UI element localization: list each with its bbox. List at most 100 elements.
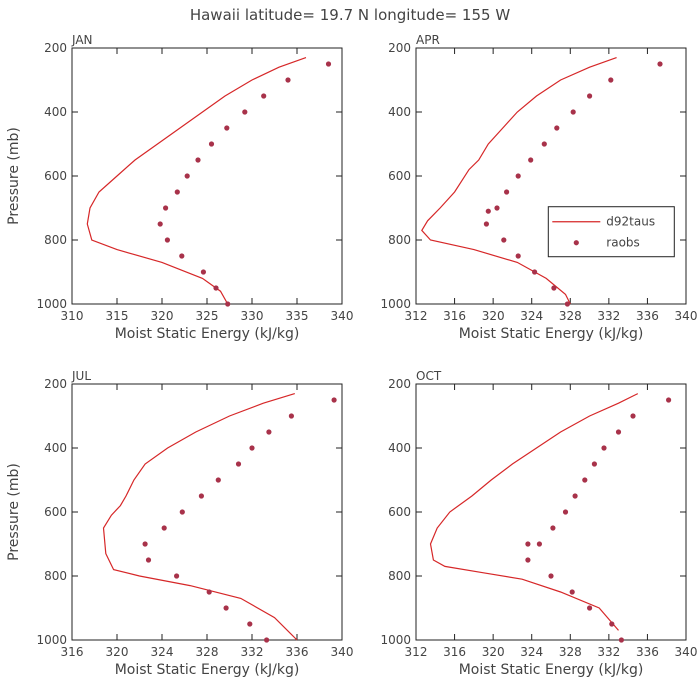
- data-point-raobs: [249, 445, 255, 451]
- x-tick-label: 324: [151, 645, 174, 659]
- data-point-raobs: [331, 397, 337, 403]
- y-tick-label: 1000: [380, 297, 411, 311]
- series-line-d92taus: [86, 57, 307, 305]
- data-point-raobs: [609, 621, 615, 627]
- data-point-raobs: [630, 413, 636, 419]
- x-tick-label: 332: [597, 309, 620, 323]
- x-tick-label: 328: [559, 309, 582, 323]
- data-point-raobs: [591, 461, 598, 467]
- data-point-raobs: [225, 301, 231, 307]
- legend-dot-swatch: [573, 240, 579, 246]
- data-point-raobs: [562, 509, 569, 515]
- data-point-raobs: [163, 205, 169, 211]
- panel-apr: APR 312 316 320 324 328 332 336 340 200 400 600 800 1…: [380, 33, 697, 342]
- x-tick-label: 312: [405, 645, 428, 659]
- x-tick-label: 324: [520, 309, 543, 323]
- data-point-raobs: [483, 221, 489, 227]
- panel-title: APR: [416, 33, 440, 47]
- x-tick-label: 335: [286, 309, 309, 323]
- legend: d92taus raobs: [547, 206, 675, 258]
- data-point-raobs: [601, 445, 607, 451]
- x-axis-label: Moist Static Energy (kJ/kg): [459, 326, 644, 342]
- panel-oct: OCT 312 316 320 324 328 332 336 340 200 400 600 800 1…: [380, 369, 697, 678]
- y-tick-label: 400: [44, 105, 67, 119]
- x-tick-label: 316: [61, 645, 84, 659]
- x-tick-label: 340: [331, 309, 354, 323]
- data-point-raobs: [494, 205, 500, 211]
- x-tick-label: 328: [559, 645, 582, 659]
- data-point-raobs: [174, 189, 180, 195]
- data-point-raobs: [564, 301, 571, 307]
- x-tick-label: 312: [405, 309, 428, 323]
- x-tick-label: 336: [286, 645, 309, 659]
- data-point-raobs: [570, 109, 576, 115]
- x-tick-label: 340: [675, 309, 698, 323]
- panel-title: OCT: [416, 369, 442, 383]
- x-tick-label: 336: [636, 645, 659, 659]
- data-point-raobs: [285, 77, 291, 83]
- x-tick-label: 336: [636, 309, 659, 323]
- data-point-raobs: [195, 157, 201, 163]
- data-point-raobs: [551, 285, 557, 291]
- data-point-raobs: [157, 221, 163, 227]
- x-tick-label: 328: [196, 645, 219, 659]
- x-tick-label: 316: [443, 645, 466, 659]
- data-point-raobs: [615, 429, 622, 435]
- x-axis-label: Moist Static Energy (kJ/kg): [115, 662, 300, 678]
- data-point-raobs: [266, 429, 272, 435]
- data-point-raobs: [569, 589, 575, 595]
- data-point-raobs: [198, 493, 204, 499]
- data-point-raobs: [179, 509, 185, 515]
- data-point-raobs: [532, 269, 538, 275]
- x-tick-label: 320: [151, 309, 174, 323]
- data-point-raobs: [582, 477, 588, 483]
- x-axis-label: Moist Static Energy (kJ/kg): [459, 662, 644, 678]
- x-tick-label: 320: [482, 645, 505, 659]
- data-point-raobs: [247, 621, 253, 627]
- data-point-raobs: [174, 573, 180, 579]
- panel-title: JAN: [71, 33, 93, 47]
- panel-jul: JUL 316 320 324 328 332 336 340 200 400 600 800 1000…: [6, 369, 353, 678]
- x-tick-label: 315: [106, 309, 129, 323]
- data-point-raobs: [485, 208, 491, 214]
- series-line-d92taus: [102, 393, 298, 641]
- data-point-raobs: [288, 413, 294, 419]
- data-point-raobs: [608, 77, 614, 83]
- data-point-raobs: [515, 173, 521, 179]
- legend-label: raobs: [606, 236, 640, 250]
- data-point-raobs: [206, 589, 212, 595]
- data-point-raobs: [179, 253, 185, 259]
- data-point-raobs: [587, 605, 593, 611]
- data-point-raobs: [501, 237, 507, 243]
- x-tick-label: 320: [482, 309, 505, 323]
- data-point-raobs: [525, 557, 531, 563]
- y-axis-label: Pressure (mb): [6, 127, 22, 225]
- x-tick-label: 325: [196, 309, 219, 323]
- y-tick-label: 600: [388, 169, 411, 183]
- x-tick-label: 340: [331, 645, 354, 659]
- figure-title: Hawaii latitude= 19.7 N longitude= 155 W: [190, 6, 510, 24]
- y-tick-label: 800: [44, 569, 67, 583]
- data-point-raobs: [554, 125, 560, 131]
- series-line-d92taus: [429, 393, 639, 631]
- y-tick-label: 200: [388, 41, 411, 55]
- y-tick-label: 400: [44, 441, 67, 455]
- x-tick-label: 340: [675, 645, 698, 659]
- data-point-raobs: [504, 189, 510, 195]
- plot-frame: [415, 383, 687, 641]
- x-tick-label: 332: [241, 645, 264, 659]
- x-tick-label: 320: [106, 645, 129, 659]
- y-tick-label: 200: [44, 41, 67, 55]
- y-tick-label: 400: [388, 441, 411, 455]
- y-tick-label: 1000: [36, 297, 67, 311]
- data-point-raobs: [264, 637, 270, 643]
- data-point-raobs: [541, 141, 547, 147]
- x-tick-label: 324: [520, 645, 543, 659]
- panels-group: JAN 310 315 320 325 330 335 340 200 400 600 800 1000…: [6, 33, 697, 678]
- y-tick-label: 800: [44, 233, 67, 247]
- y-tick-label: 1000: [36, 633, 67, 647]
- y-tick-label: 200: [44, 377, 67, 391]
- y-tick-label: 600: [388, 505, 411, 519]
- data-point-raobs: [242, 109, 248, 115]
